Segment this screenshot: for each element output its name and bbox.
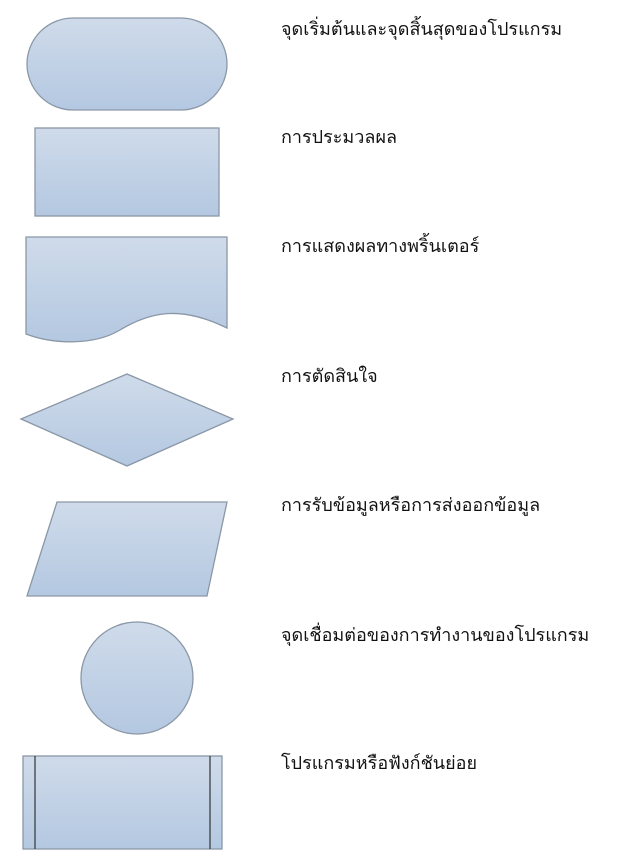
document-symbol <box>25 236 228 343</box>
input-output-symbol <box>26 501 228 597</box>
terminator-label: จุดเริ่มต้นและจุดสิ้นสุดของโปรแกรม <box>281 19 563 40</box>
decision-label: การตัดสินใจ <box>281 366 378 387</box>
predefined-process-symbol <box>22 755 223 850</box>
document-label: การแสดงผลทางพริ้นเตอร์ <box>281 236 480 257</box>
process-symbol <box>34 127 220 217</box>
input-output-label: การรับข้อมูลหรือการส่งออกข้อมูล <box>281 495 541 516</box>
process-label: การประมวลผล <box>281 127 398 148</box>
predefined-process-label: โปรแกรมหรือฟังก์ชันย่อย <box>281 753 477 774</box>
decision-symbol <box>19 373 235 467</box>
connector-symbol <box>80 621 194 735</box>
terminator-symbol <box>26 17 228 111</box>
connector-label: จุดเชื่อมต่อของการทำงานของโปรแกรม <box>281 625 590 646</box>
